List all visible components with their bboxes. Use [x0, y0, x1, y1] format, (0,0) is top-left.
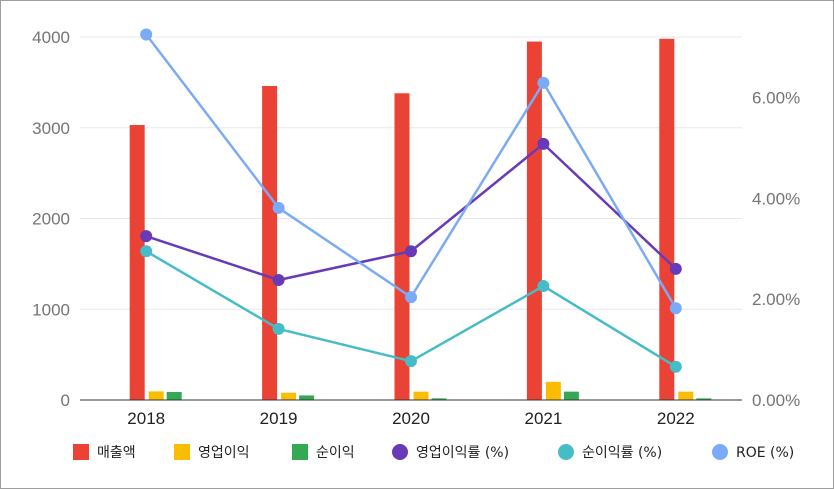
- y-left-tick-label: 2000: [32, 210, 70, 229]
- y-left-tick-label: 1000: [32, 300, 70, 319]
- legend-swatch: [392, 444, 408, 460]
- data-point: [272, 274, 285, 287]
- bar: [281, 392, 297, 400]
- data-point: [405, 291, 417, 304]
- data-point: [140, 28, 153, 41]
- bar: [299, 395, 315, 400]
- y-left-tick-label: 3000: [32, 119, 70, 138]
- x-tick-label: 2019: [260, 409, 298, 428]
- data-point: [669, 302, 682, 315]
- y-right-tick-label: 2.00%: [752, 290, 800, 309]
- data-point: [537, 280, 550, 293]
- legend-label: 매출액: [97, 445, 136, 461]
- bar: [129, 125, 145, 400]
- data-point: [537, 137, 550, 150]
- bar: [394, 93, 410, 400]
- x-tick-label: 2020: [392, 409, 430, 428]
- legend-swatch: [174, 444, 190, 460]
- data-point: [405, 355, 417, 368]
- data-point: [537, 76, 550, 89]
- bar: [262, 86, 278, 400]
- y-left-tick-label: 4000: [32, 28, 70, 47]
- bar: [166, 392, 182, 400]
- bar: [563, 391, 579, 400]
- bar: [678, 391, 694, 400]
- data-point: [272, 322, 285, 335]
- bar: [659, 38, 675, 400]
- legend-label: 영업이익률 (%): [416, 445, 509, 461]
- data-point: [140, 230, 153, 243]
- data-point: [669, 360, 682, 373]
- x-tick-label: 2022: [657, 409, 695, 428]
- series-line: [145, 33, 677, 309]
- legend-label: 영업이익: [198, 445, 250, 461]
- y-right-tick-label: 4.00%: [752, 189, 800, 208]
- y-left-tick-label: 0: [61, 391, 70, 410]
- y-right-tick-label: 0.00%: [752, 391, 800, 410]
- legend-swatch: [292, 444, 308, 460]
- x-tick-label: 2021: [524, 409, 562, 428]
- y-right-tick-label: 6.00%: [752, 89, 800, 108]
- legend-label: ROE (%): [736, 445, 794, 461]
- legend-swatch: [712, 444, 728, 460]
- legend-label: 순이익률 (%): [582, 445, 662, 461]
- data-point: [140, 245, 153, 258]
- data-point: [405, 245, 417, 258]
- bar: [526, 41, 542, 400]
- legend-swatch: [558, 444, 574, 460]
- data-point: [272, 201, 285, 214]
- legend-swatch: [73, 444, 89, 460]
- bar: [696, 398, 712, 400]
- x-tick-label: 2018: [127, 409, 165, 428]
- series-line: [145, 142, 677, 282]
- bar: [545, 381, 561, 400]
- data-point: [669, 262, 682, 275]
- legend-label: 순이익: [316, 445, 355, 461]
- bar: [413, 391, 429, 400]
- bar: [148, 391, 164, 400]
- bar: [431, 398, 447, 400]
